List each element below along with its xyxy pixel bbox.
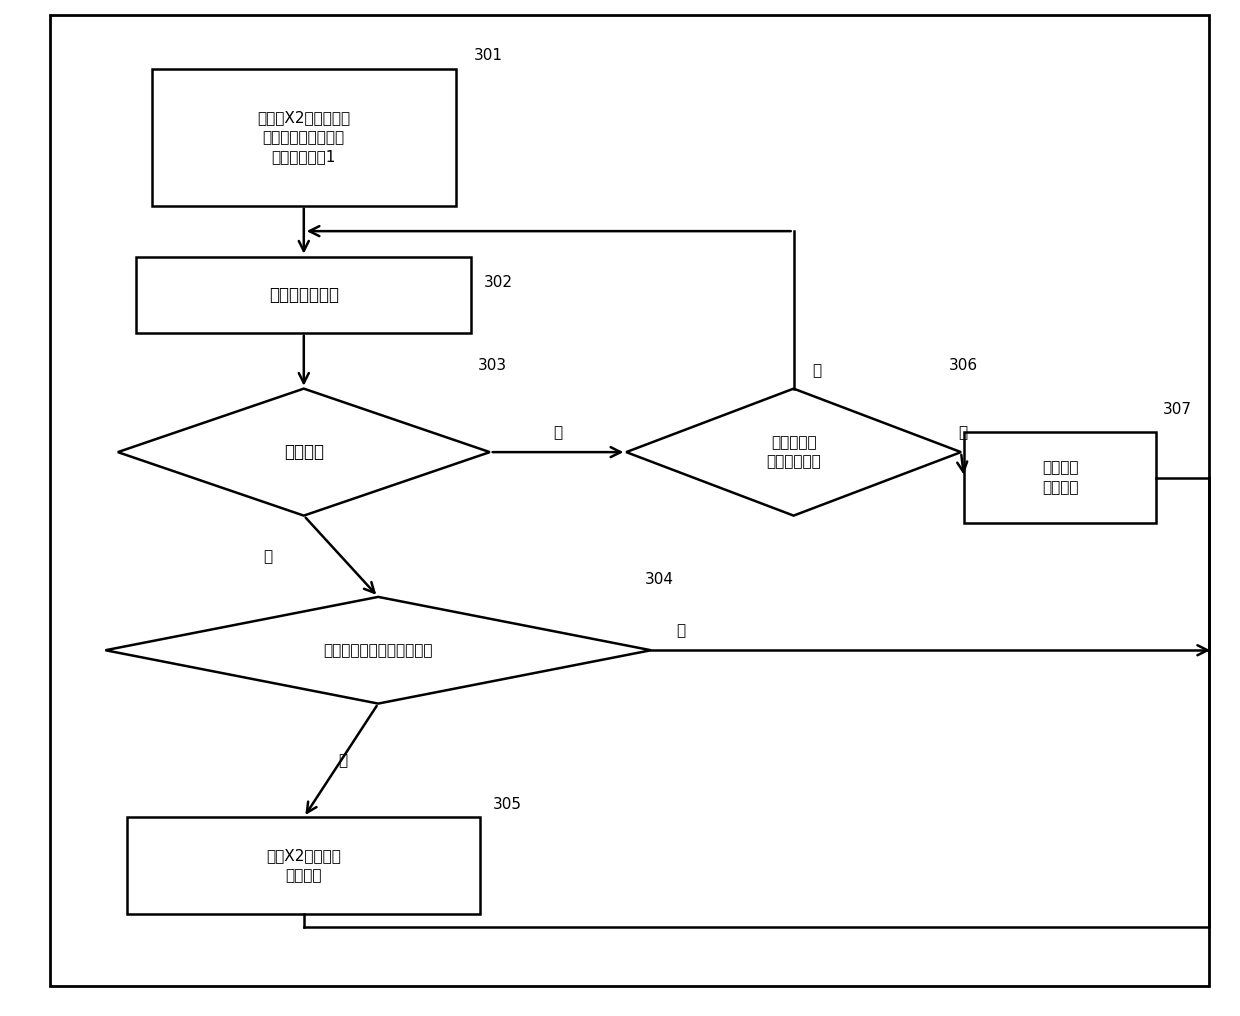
Text: 305: 305: [492, 798, 522, 813]
Text: 否: 否: [339, 753, 347, 768]
Text: 306: 306: [949, 359, 977, 373]
Bar: [151, 69, 456, 205]
Text: 303: 303: [477, 359, 506, 373]
Bar: [965, 432, 1156, 523]
Bar: [128, 817, 480, 914]
Text: 老化定时器
是否正在运行: 老化定时器 是否正在运行: [766, 435, 821, 469]
Text: 307: 307: [1163, 401, 1192, 417]
Text: 是: 是: [676, 623, 684, 638]
Text: 更新邻区标识位: 更新邻区标识位: [269, 285, 339, 304]
Text: 是: 是: [959, 425, 967, 440]
Polygon shape: [118, 389, 490, 515]
Text: 均为空？: 均为空？: [284, 443, 324, 461]
Text: 是: 是: [264, 549, 273, 564]
Text: 301: 301: [474, 49, 503, 63]
Text: 304: 304: [645, 572, 673, 587]
Polygon shape: [626, 389, 961, 515]
Text: 否: 否: [553, 425, 563, 440]
Text: 302: 302: [484, 274, 512, 290]
Bar: [136, 257, 471, 333]
Text: 老化定时器是否正在运行？: 老化定时器是否正在运行？: [324, 643, 433, 657]
Text: 停止该老
化定时器: 停止该老 化定时器: [1042, 460, 1079, 495]
Polygon shape: [105, 597, 651, 703]
Text: 启动X2自删除老
化定时器: 启动X2自删除老 化定时器: [267, 848, 341, 883]
Text: 否: 否: [812, 364, 821, 378]
Text: 对某条X2链路初始化
本端基站的邻区标识
位，初始置为1: 对某条X2链路初始化 本端基站的邻区标识 位，初始置为1: [257, 110, 351, 165]
